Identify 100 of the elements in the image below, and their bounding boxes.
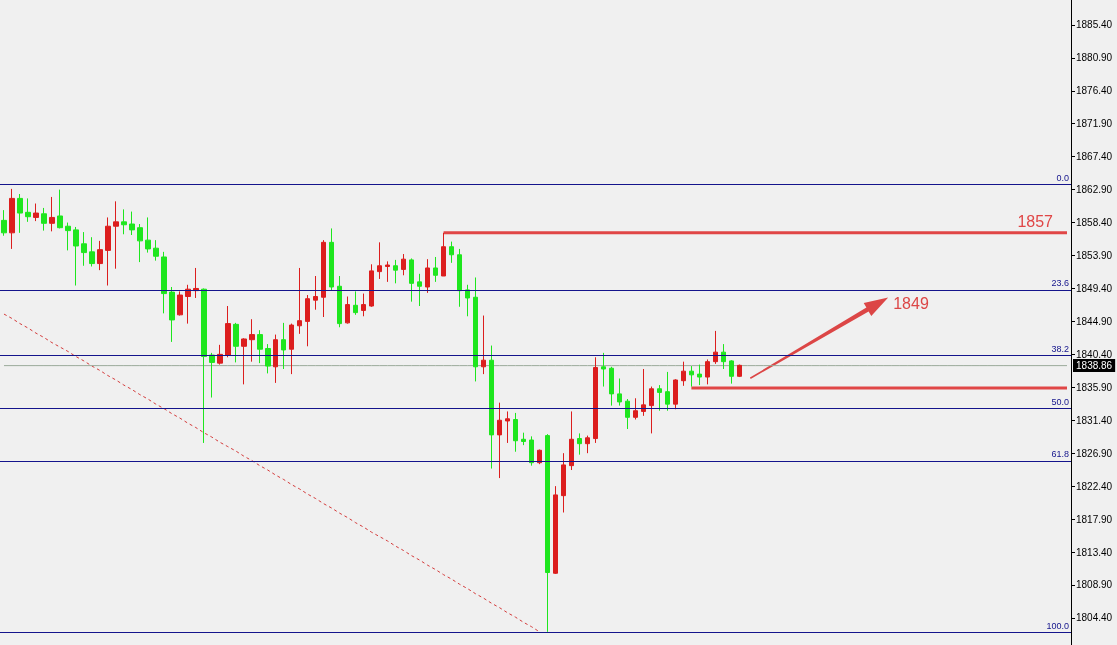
candlestick	[425, 258, 430, 294]
candlestick	[97, 240, 103, 271]
series-label: 1857	[1017, 213, 1054, 231]
candlestick	[177, 290, 183, 317]
candlestick	[513, 412, 518, 453]
candlestick	[337, 275, 342, 328]
candlestick	[497, 402, 502, 479]
candlestick	[121, 208, 127, 235]
candlestick	[537, 449, 542, 465]
candlestick	[321, 239, 326, 318]
candlestick	[393, 259, 398, 284]
y-tick-label: 1885.40	[1076, 19, 1113, 31]
y-tick-label: 1880.90	[1076, 52, 1113, 64]
candlestick	[569, 410, 574, 471]
candlestick	[697, 364, 702, 386]
candlestick	[401, 253, 406, 276]
candlestick	[17, 193, 23, 234]
candlestick	[689, 365, 694, 388]
y-tick-label: 1831.40	[1076, 414, 1113, 426]
candlestick	[673, 378, 678, 410]
y-tick-label: 1826.90	[1076, 447, 1113, 459]
candlestick	[129, 211, 135, 236]
candlestick	[345, 296, 350, 325]
candlestick	[81, 231, 87, 267]
candlestick	[737, 364, 742, 378]
candlestick	[361, 293, 366, 317]
candlestick	[729, 359, 734, 385]
candlestick	[417, 273, 422, 307]
candlestick	[233, 322, 239, 363]
candlestick	[409, 257, 414, 303]
candlestick	[241, 337, 247, 385]
candlestick	[369, 263, 374, 308]
candlestick	[593, 356, 598, 444]
candlestick	[641, 368, 646, 417]
y-tick-label: 1867.40	[1076, 151, 1113, 163]
candlestick	[65, 222, 71, 251]
y-tick-label: 1876.40	[1076, 85, 1113, 97]
candlestick	[273, 334, 278, 384]
candlestick	[489, 345, 494, 470]
y-tick-label: 1844.90	[1076, 315, 1113, 327]
candlestick	[521, 432, 526, 446]
candlestick	[73, 226, 79, 287]
candlestick	[209, 352, 215, 399]
candlestick	[297, 267, 302, 335]
candlestick	[457, 248, 462, 308]
candlestick	[609, 366, 614, 407]
candlestick	[505, 410, 510, 444]
candlestick	[385, 260, 390, 283]
candlestick	[289, 323, 294, 375]
candlestick	[377, 241, 382, 280]
candlestick	[89, 236, 95, 267]
candlestick	[577, 432, 582, 456]
data-label: 1838.86	[1076, 360, 1113, 372]
candlestick	[41, 207, 47, 232]
y-tick-label: 1849.40	[1076, 282, 1113, 294]
candlestick	[649, 386, 654, 434]
candlestick	[545, 433, 550, 633]
ref-line-label: 100.0	[1046, 620, 1069, 631]
y-tick-label: 1840.40	[1076, 348, 1113, 360]
candlestick	[305, 294, 310, 347]
candlestick	[657, 384, 662, 412]
candlestick	[113, 200, 119, 270]
candlestick	[665, 371, 670, 412]
candlestick	[553, 485, 558, 575]
candlestick	[9, 188, 15, 250]
y-tick-label: 1871.90	[1076, 118, 1113, 130]
candlestick	[105, 216, 111, 287]
candlestick	[145, 216, 151, 254]
candlestick	[465, 284, 470, 317]
candlestick	[481, 315, 486, 375]
candlestick	[193, 267, 199, 299]
candlestick	[329, 227, 334, 292]
candlestick	[441, 232, 446, 277]
candlestick	[713, 330, 718, 365]
y-tick-label: 1817.90	[1076, 513, 1113, 525]
candlestick	[153, 239, 159, 262]
candlestick	[225, 305, 231, 358]
candlestick	[257, 329, 263, 364]
candlestick	[49, 196, 55, 232]
candlestick	[217, 344, 223, 366]
candlestick	[57, 189, 63, 229]
candlestick	[721, 343, 726, 370]
candlestick	[473, 276, 478, 382]
candlestick	[529, 435, 534, 467]
candlestick	[353, 290, 358, 316]
candlestick	[561, 452, 566, 513]
candlestick	[625, 398, 630, 430]
y-tick-label: 1858.40	[1076, 217, 1113, 229]
candlestick	[249, 318, 255, 363]
candlestick	[449, 241, 454, 264]
y-tick-label: 1804.40	[1076, 612, 1113, 624]
y-tick-label: 1808.90	[1076, 579, 1113, 591]
candlestick	[201, 287, 207, 444]
candlestick	[633, 397, 638, 421]
y-tick-label: 1822.40	[1076, 480, 1113, 492]
ref-line-label: 23.6	[1051, 278, 1069, 289]
y-tick-label: 1835.90	[1076, 381, 1113, 393]
candlestick	[1, 209, 7, 237]
ref-line-label: 50.0	[1051, 396, 1069, 407]
ref-line-label: 61.8	[1051, 449, 1069, 460]
